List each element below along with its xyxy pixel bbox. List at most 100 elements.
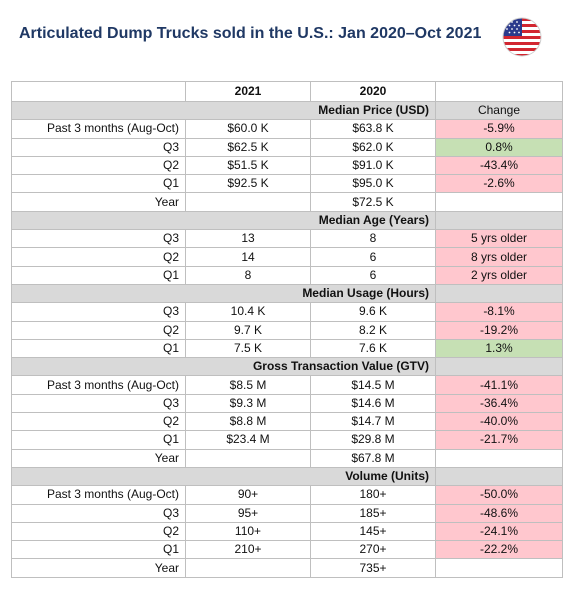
row-label: Q2 bbox=[11, 521, 186, 542]
table-row: Q3 95+ 185+ -48.6% bbox=[11, 503, 563, 523]
table-row: Q1 $23.4 M $29.8 M -21.7% bbox=[11, 430, 563, 450]
value-2020: $63.8 K bbox=[310, 119, 436, 139]
sales-table: 2021 2020 Median Price (USD) Change Past 3… bbox=[11, 81, 563, 578]
table-row: Q2 $8.8 M $14.7 M -40.0% bbox=[11, 412, 563, 432]
change-value: -43.4% bbox=[435, 155, 563, 176]
value-2021: $60.0 K bbox=[185, 119, 311, 139]
table-row: Q3 $9.3 M $14.6 M -36.4% bbox=[11, 393, 563, 414]
value-2020: 145+ bbox=[310, 521, 436, 542]
value-2021: $8.8 M bbox=[185, 412, 311, 432]
row-label: Past 3 months (Aug-Oct) bbox=[11, 119, 186, 139]
change-value: -48.6% bbox=[435, 503, 563, 523]
section-title: Median Age (Years) bbox=[11, 210, 436, 231]
change-value: -36.4% bbox=[435, 393, 563, 414]
table-row: Year $72.5 K bbox=[11, 192, 563, 212]
value-2021: 95+ bbox=[185, 503, 311, 523]
row-label: Year bbox=[11, 448, 186, 468]
change-value: -2.6% bbox=[435, 174, 563, 194]
table-row: Q2 9.7 K 8.2 K -19.2% bbox=[11, 320, 563, 340]
row-label: Q3 bbox=[11, 393, 186, 414]
value-2021 bbox=[185, 558, 311, 578]
change-value: -22.2% bbox=[435, 540, 563, 560]
value-2021: $9.3 M bbox=[185, 393, 311, 414]
table-row: Q2 110+ 145+ -24.1% bbox=[11, 521, 563, 542]
row-label: Q3 bbox=[11, 137, 186, 157]
section-header-row: Volume (Units) bbox=[11, 466, 563, 487]
table-row: Q2 14 6 8 yrs older bbox=[11, 247, 563, 267]
table-row: Past 3 months (Aug-Oct) $8.5 M $14.5 M -41.… bbox=[11, 375, 563, 395]
change-value: 0.8% bbox=[435, 137, 563, 157]
row-label: Q1 bbox=[11, 430, 186, 450]
change-value: 1.3% bbox=[435, 338, 563, 359]
value-2021: 8 bbox=[185, 265, 311, 285]
change-header bbox=[435, 466, 563, 487]
value-2020: 8 bbox=[310, 229, 436, 249]
value-2021: $62.5 K bbox=[185, 137, 311, 157]
change-value: -24.1% bbox=[435, 521, 563, 542]
section-header-row: Median Price (USD) Change bbox=[11, 100, 563, 121]
row-label: Q1 bbox=[11, 174, 186, 194]
table-row: Year $67.8 M bbox=[11, 448, 563, 468]
value-2021: 14 bbox=[185, 247, 311, 267]
value-2020: 270+ bbox=[310, 540, 436, 560]
value-2020: $95.0 K bbox=[310, 174, 436, 194]
value-2021: 90+ bbox=[185, 485, 311, 505]
table-row: Q1 7.5 K 7.6 K 1.3% bbox=[11, 338, 563, 359]
row-label: Q1 bbox=[11, 338, 186, 359]
row-label: Q3 bbox=[11, 229, 186, 249]
value-2020: 9.6 K bbox=[310, 302, 436, 322]
table-row: Q3 10.4 K 9.6 K -8.1% bbox=[11, 302, 563, 322]
table-row: Q1 8 6 2 yrs older bbox=[11, 265, 563, 285]
row-label: Year bbox=[11, 192, 186, 212]
header-cell-change bbox=[435, 81, 563, 102]
value-2020: 6 bbox=[310, 247, 436, 267]
section-title: Median Usage (Hours) bbox=[11, 283, 436, 304]
change-value: 5 yrs older bbox=[435, 229, 563, 249]
page-title: Articulated Dump Trucks sold in the U.S.… bbox=[19, 25, 482, 42]
value-2021 bbox=[185, 192, 311, 212]
header-cell-2021: 2021 bbox=[185, 81, 311, 102]
header-cell-2020: 2020 bbox=[310, 81, 436, 102]
value-2021: $23.4 M bbox=[185, 430, 311, 450]
change-value bbox=[435, 192, 563, 212]
table-row: Q3 13 8 5 yrs older bbox=[11, 229, 563, 249]
row-label: Q2 bbox=[11, 412, 186, 432]
change-value: -41.1% bbox=[435, 375, 563, 395]
value-2020: 6 bbox=[310, 265, 436, 285]
section-header-row: Median Age (Years) bbox=[11, 210, 563, 231]
row-label: Q3 bbox=[11, 503, 186, 523]
change-value: -5.9% bbox=[435, 119, 563, 139]
change-value: -40.0% bbox=[435, 412, 563, 432]
section-header-row: Gross Transaction Value (GTV) bbox=[11, 357, 563, 377]
value-2020: $72.5 K bbox=[310, 192, 436, 212]
change-value: -21.7% bbox=[435, 430, 563, 450]
change-header bbox=[435, 283, 563, 304]
change-value: -19.2% bbox=[435, 320, 563, 340]
section-title: Median Price (USD) bbox=[11, 100, 436, 121]
value-2020: 735+ bbox=[310, 558, 436, 578]
value-2020: 185+ bbox=[310, 503, 436, 523]
row-label: Q3 bbox=[11, 302, 186, 322]
table-row: Q1 $92.5 K $95.0 K -2.6% bbox=[11, 174, 563, 194]
value-2020: 8.2 K bbox=[310, 320, 436, 340]
change-value: 8 yrs older bbox=[435, 247, 563, 267]
value-2020: 180+ bbox=[310, 485, 436, 505]
table-row: Past 3 months (Aug-Oct) 90+ 180+ -50.0% bbox=[11, 485, 563, 505]
value-2020: $91.0 K bbox=[310, 155, 436, 176]
value-2020: $14.5 M bbox=[310, 375, 436, 395]
row-label: Past 3 months (Aug-Oct) bbox=[11, 375, 186, 395]
value-2020: $62.0 K bbox=[310, 137, 436, 157]
us-flag-icon bbox=[502, 17, 542, 57]
table-row: Year 735+ bbox=[11, 558, 563, 578]
value-2021: 10.4 K bbox=[185, 302, 311, 322]
section-title: Volume (Units) bbox=[11, 466, 436, 487]
change-value bbox=[435, 448, 563, 468]
header-row: 2021 2020 bbox=[11, 81, 563, 102]
section-title: Gross Transaction Value (GTV) bbox=[11, 357, 436, 377]
section-header-row: Median Usage (Hours) bbox=[11, 283, 563, 304]
value-2020: $14.6 M bbox=[310, 393, 436, 414]
value-2021: 13 bbox=[185, 229, 311, 249]
row-label: Q2 bbox=[11, 247, 186, 267]
change-value bbox=[435, 558, 563, 578]
value-2020: $67.8 M bbox=[310, 448, 436, 468]
